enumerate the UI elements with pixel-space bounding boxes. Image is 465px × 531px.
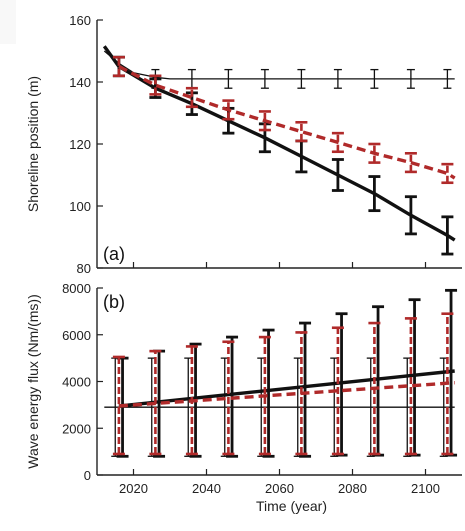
error-bar: [258, 110, 271, 132]
x-axis-label: Time (year): [256, 498, 327, 514]
error-bar: [112, 355, 125, 456]
error-bar: [368, 142, 381, 164]
panel-label: (a): [103, 244, 125, 264]
error-bar: [331, 131, 344, 154]
error-bar: [258, 335, 271, 456]
y-tick-label: 160: [69, 13, 91, 28]
y-tick-label: 140: [69, 75, 91, 90]
error-bar: [222, 340, 235, 456]
error-bar: [222, 99, 235, 121]
x-tick-label: 2060: [265, 481, 294, 496]
series-red-dashed: [112, 312, 455, 456]
series-thin-black: [103, 50, 455, 89]
error-bar: [149, 74, 162, 96]
y-axis-label: Shoreline position (m): [25, 76, 41, 212]
y-tick-label: 2000: [62, 421, 91, 436]
y-tick-label: 8000: [62, 281, 91, 296]
x-tick-label: 2020: [119, 481, 148, 496]
error-bar: [112, 55, 125, 78]
x-tick-label: 2100: [411, 481, 440, 496]
series-line: [118, 369, 455, 408]
series-line: [118, 381, 455, 408]
error-bar: [299, 321, 312, 458]
watermark-shape: [0, 0, 16, 44]
error-bar: [331, 326, 344, 456]
series-line: [102, 45, 456, 242]
x-tick-label: 2040: [192, 481, 221, 496]
y-tick-label: 0: [84, 468, 91, 483]
series-thin-black: [104, 357, 455, 457]
series-thick-black: [116, 288, 458, 458]
error-bar: [185, 86, 198, 109]
y-tick-label: 80: [77, 261, 91, 276]
y-tick-label: 120: [69, 137, 91, 152]
error-bar: [295, 121, 308, 143]
y-axis-label: Wave energy flux (Nm/(ms)): [25, 294, 41, 469]
panel-b-chart: 0 2000 4000 6000 8000 2020 2040 2060 2080 2100 Wav…: [25, 281, 462, 514]
error-bar: [404, 152, 417, 174]
panel-label: (b): [103, 292, 125, 312]
error-bar: [441, 162, 454, 185]
series-line: [118, 64, 456, 180]
y-tick-label: 100: [69, 199, 91, 214]
y-tick-label: 6000: [62, 328, 91, 343]
error-bar: [262, 328, 275, 458]
x-tick-label: 2080: [338, 481, 367, 496]
error-bar: [404, 317, 417, 456]
series-red-dashed: [112, 55, 456, 185]
panel-a-chart: 80 100 120 140 160 Shoreline position (m) (a): [25, 13, 462, 276]
y-tick-label: 4000: [62, 375, 91, 390]
